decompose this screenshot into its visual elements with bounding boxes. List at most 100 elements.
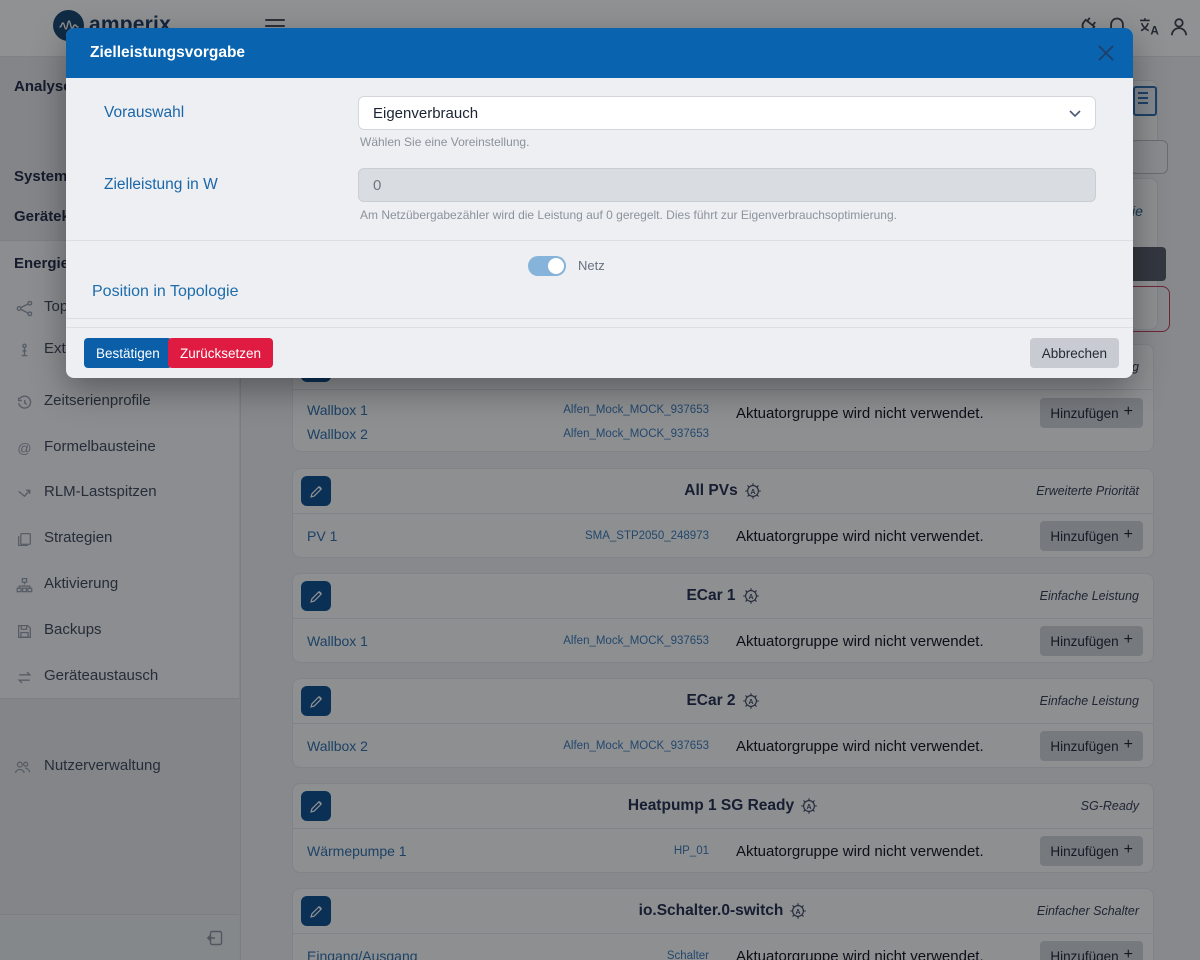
sidebar-item-ext[interactable]: Ext. [44,340,70,357]
plus-icon: + [1123,403,1133,420]
sidebar-item-nutzerverwaltung[interactable]: Nutzerverwaltung [44,757,161,774]
netz-toggle-label: Netz [578,258,605,273]
background-dark-button-fragment[interactable] [1128,247,1166,281]
device-id: SMA_STP2050_248973 [584,530,709,542]
actuator-group-card: All PVs A Erweiterte Priorität PV 1 SMA_… [292,468,1154,558]
plus-icon: + [1123,946,1133,960]
netz-toggle[interactable] [528,256,566,276]
add-actuator-button[interactable]: Hinzufügen + [1040,941,1143,960]
svg-text:A: A [750,489,755,496]
device-link[interactable]: Wallbox 2 [307,426,368,442]
preset-label: Vorauswahl [104,104,185,121]
group-type-label: Erweiterte Priorität [1036,484,1139,498]
group-status-text: Aktuatorgruppe wird nicht verwendet. [736,527,984,545]
target-power-help-text: Am Netzübergabezähler wird die Leistung … [360,208,897,222]
gear-a-icon: A [744,483,761,499]
background-blue-icon-fragment[interactable] [1133,86,1157,116]
background-outline-button-fragment[interactable] [1130,140,1168,174]
edit-group-button[interactable] [301,896,331,926]
translate-icon[interactable]: A [1138,16,1160,38]
group-title: ECar 2 A [293,679,1153,723]
sidebar-item-rlm-lastspitzen[interactable]: RLM-Lastspitzen [44,483,157,500]
device-link[interactable]: Wärmepumpe 1 [307,843,407,859]
preset-help-text: Wählen Sie eine Voreinstellung. [360,135,530,149]
add-actuator-button[interactable]: Hinzufügen + [1040,836,1143,866]
sidebar-item-zeitserienprofile[interactable]: Zeitserienprofile [44,392,151,409]
pencil-icon [309,485,322,498]
sidebar-item-strategien[interactable]: Strategien [44,529,113,546]
gear-a-icon: A [742,588,759,604]
reset-button[interactable]: Zurücksetzen [168,338,274,368]
device-id: Alfen_Mock_MOCK_937653 [563,635,709,647]
modal-footer: Bestätigen Zurücksetzen Abbrechen [66,327,1133,378]
device-link[interactable]: Eingang/Ausgang [307,948,418,960]
position-in-topology-link[interactable]: Position in Topologie [92,283,239,300]
svg-text:A: A [1150,25,1159,38]
device-link[interactable]: Wallbox 1 [307,633,368,649]
collapse-sidebar-icon[interactable] [206,929,224,947]
edit-group-button[interactable] [301,791,331,821]
device-id: Alfen_Mock_MOCK_937653 [563,740,709,752]
sidebar-section-analyse[interactable]: Analyse [14,78,72,95]
topology-icon [16,300,33,317]
preset-select[interactable]: Eigenverbrauch [358,96,1096,130]
group-type-label: SG-Ready [1080,799,1139,813]
at-sign-icon: @ [17,440,32,456]
target-power-input[interactable]: 0 [358,168,1096,202]
plus-icon: + [1123,526,1133,543]
group-type-label: Einfacher Schalter [1036,904,1139,918]
device-id: HP_01 [673,845,709,857]
gear-a-icon: A [801,798,817,814]
device-id: Alfen_Mock_MOCK_937653 [563,428,709,440]
confirm-button[interactable]: Bestätigen [84,338,172,368]
edit-group-button[interactable] [301,476,331,506]
device-link[interactable]: PV 1 [307,528,338,544]
plus-icon: + [1123,631,1133,648]
sidebar-section-system[interactable]: System [14,168,68,185]
modal-header: Zielleistungsvorgabe [66,28,1133,78]
close-icon[interactable] [1095,42,1117,64]
background-fragment-text: ie [1132,203,1143,219]
plus-icon: + [1123,736,1133,753]
sidebar-item-backups[interactable]: Backups [44,621,102,638]
zielleistungsvorgabe-modal: Zielleistungsvorgabe Vorauswahl Eigenver… [66,28,1133,378]
cancel-button[interactable]: Abbrechen [1029,338,1119,368]
device-link[interactable]: Wallbox 2 [307,738,368,754]
pencil-icon [309,590,322,603]
group-title: ECar 1 A [293,574,1153,618]
antenna-icon [16,342,33,359]
edit-group-button[interactable] [301,686,331,716]
group-type-label: Einfache Leistung [1039,589,1139,603]
add-actuator-button[interactable]: Hinzufügen + [1040,626,1143,656]
add-actuator-button[interactable]: Hinzufügen + [1040,731,1143,761]
history-clock-icon [16,394,33,411]
svg-text:A: A [748,699,753,706]
group-status-text: Aktuatorgruppe wird nicht verwendet. [736,842,984,860]
group-status-text: Aktuatorgruppe wird nicht verwendet. [736,947,984,960]
device-link[interactable]: Wallbox 1 [307,402,368,418]
sidebar-section-geraete[interactable]: Gerätek [14,208,70,225]
actuator-group-card: ECar 2 A Einfache Leistung Wallbox 2 Alf… [292,678,1154,768]
backup-floppy-icon [16,623,33,640]
edit-group-button[interactable] [301,581,331,611]
sidebar-item-aktivierung[interactable]: Aktivierung [44,575,119,592]
modal-title: Zielleistungsvorgabe [90,44,246,61]
sidebar-footer [0,914,239,960]
strategies-icon [16,531,33,548]
group-title: io.Schalter.0-switch A [293,889,1153,933]
svg-text:A: A [748,594,753,601]
add-actuator-button[interactable]: Hinzufügen + [1040,398,1143,428]
sidebar-section-energie[interactable]: Energie [14,255,70,272]
sitemap-icon [16,577,33,594]
sidebar-item-geraeteaustausch[interactable]: Geräteaustausch [44,667,159,684]
user-icon[interactable] [1168,16,1190,38]
load-peak-icon [16,485,33,502]
plus-icon: + [1123,841,1133,858]
add-actuator-button[interactable]: Hinzufügen + [1040,521,1143,551]
actuator-group-card: io.Schalter.0-switch A Einfacher Schalte… [292,888,1154,960]
divider [66,240,1133,241]
gear-a-icon: A [742,693,759,709]
sidebar-item-topologie[interactable]: Top [44,298,69,315]
sidebar-item-formelbausteine[interactable]: Formelbausteine [44,438,156,455]
